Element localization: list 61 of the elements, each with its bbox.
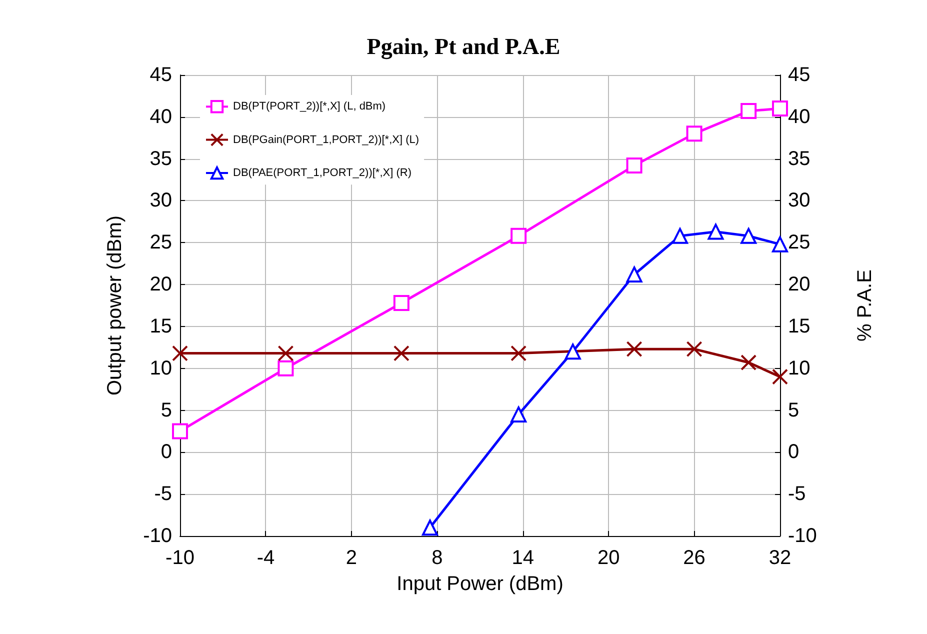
x-tick-label: 8 <box>432 547 443 569</box>
x-tick-label: 26 <box>683 547 706 569</box>
y2-tick-label: 25 <box>788 232 810 254</box>
point <box>740 228 757 244</box>
y2-tick-label: -10 <box>788 525 817 547</box>
y-tick-label: 45 <box>150 64 172 86</box>
point <box>626 341 642 358</box>
y-tick-label: 10 <box>150 357 172 380</box>
point <box>510 406 527 422</box>
x-tick-label: 2 <box>346 547 357 569</box>
y-tick-label: 5 <box>160 399 172 422</box>
point <box>393 294 410 311</box>
point <box>740 103 757 120</box>
x-axis-title: Input Power (dBm) <box>396 573 564 595</box>
y2-tick-label: 30 <box>788 190 810 212</box>
point <box>510 228 527 244</box>
y-tick-label: 35 <box>150 148 172 170</box>
legend-label: DB(PT(PORT_2))[*,X] (L, dBm) <box>233 100 386 113</box>
y2-axis-title: % P.A.E <box>854 270 876 342</box>
y2-tick-label: 10 <box>788 357 810 380</box>
point <box>772 368 788 385</box>
x-tick-label: 20 <box>597 547 620 569</box>
y2-tick-label: 5 <box>788 399 800 422</box>
point <box>686 341 702 358</box>
y-tick-label: 25 <box>150 232 172 254</box>
legend-label: DB(PAE(PORT_1,PORT_2))[*,X] (R) <box>233 167 412 179</box>
y-tick-label: -5 <box>154 483 172 506</box>
y-tick-label: 20 <box>150 274 172 296</box>
point <box>772 100 788 117</box>
point <box>626 266 642 282</box>
point <box>740 354 757 370</box>
point <box>564 344 581 360</box>
y-axis-title: Output power (dBm) <box>104 215 126 396</box>
point <box>510 345 527 362</box>
y2-tick-label: 15 <box>788 315 810 338</box>
chart-title: Pgain, Pt and P.A.E <box>366 34 560 60</box>
point <box>422 520 438 536</box>
y2-tick-label: 35 <box>788 148 810 170</box>
y-tick-label: 15 <box>150 315 172 338</box>
point <box>278 360 294 376</box>
point <box>172 345 188 362</box>
y2-tick-label: 45 <box>788 64 810 86</box>
point <box>172 423 188 440</box>
point <box>393 345 410 362</box>
y2-tick-label: 40 <box>788 106 810 128</box>
y2-tick-label: -5 <box>788 483 806 506</box>
point <box>278 345 294 362</box>
x-tick-label: 14 <box>512 547 534 569</box>
y2-tick-label: 20 <box>788 274 810 296</box>
legend-label: DB(PGain(PORT_1,PORT_2))[*,X] (L) <box>233 134 420 146</box>
point <box>672 228 688 244</box>
point <box>708 224 724 240</box>
x-tick-label: 32 <box>768 547 792 569</box>
y2-tick-label: 0 <box>788 441 800 464</box>
y-tick-label: 30 <box>150 190 172 212</box>
y-tick-label: 40 <box>150 106 172 128</box>
y-tick-label: 0 <box>160 441 172 464</box>
point <box>686 126 702 142</box>
y-tick-label: -10 <box>143 525 172 547</box>
point <box>626 158 642 174</box>
x-tick-label: -4 <box>256 547 275 569</box>
